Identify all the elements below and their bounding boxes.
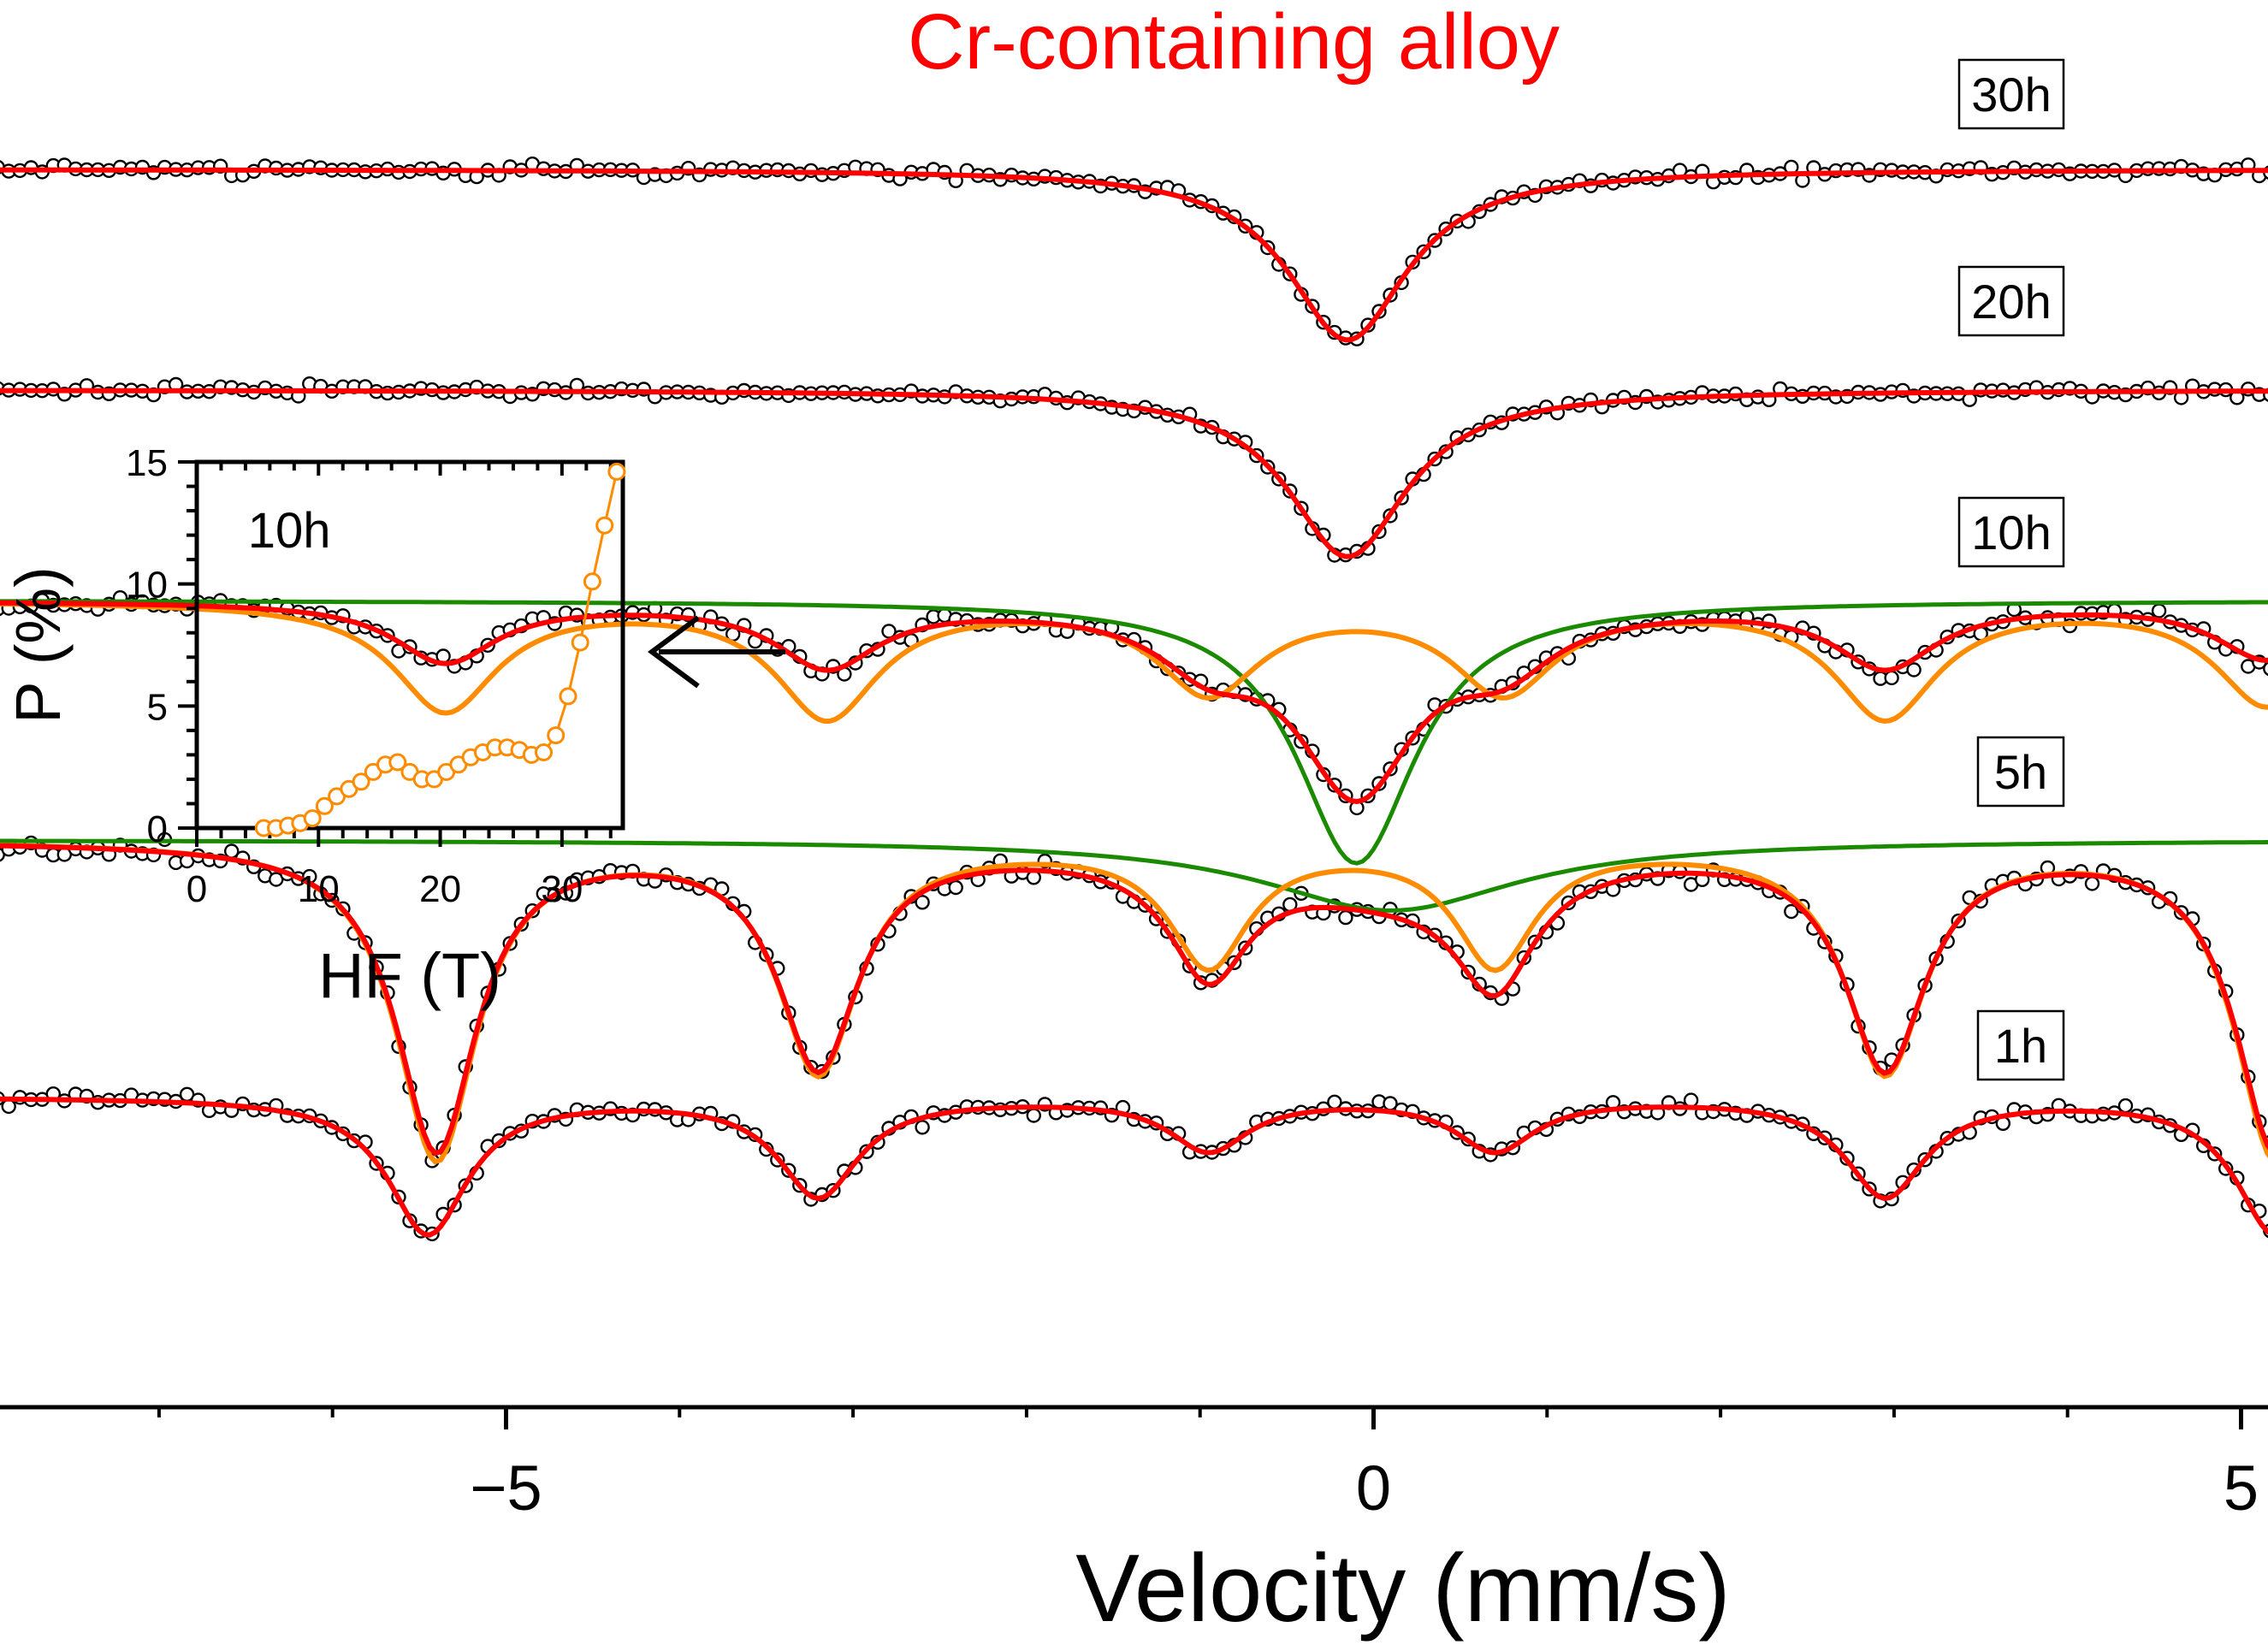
spectrum-label: 20h bbox=[1971, 275, 2051, 328]
spectrum-label: 10h bbox=[1971, 506, 2051, 559]
data-point bbox=[1683, 1092, 1699, 1108]
data-point bbox=[1, 1098, 16, 1115]
total-fit-line bbox=[0, 600, 2268, 805]
inset-data-point bbox=[547, 726, 566, 745]
inset-x-tick-label: 20 bbox=[419, 868, 461, 910]
spectrum-label: 5h bbox=[1994, 745, 2047, 799]
inset-data-point bbox=[352, 772, 370, 791]
inset-y-axis-title: P (%) bbox=[3, 566, 74, 724]
inset-data-point bbox=[559, 687, 577, 706]
inset-x-tick-label: 30 bbox=[541, 868, 583, 910]
data-point bbox=[2263, 661, 2268, 677]
total-fit-line bbox=[0, 843, 2268, 1157]
inset-y-tick-label: 15 bbox=[126, 442, 168, 484]
inset-data-point bbox=[388, 753, 407, 772]
inset-data-point bbox=[535, 743, 553, 761]
spectrum-20h: 20h bbox=[0, 265, 2268, 563]
inset-data-point bbox=[315, 796, 334, 815]
spectrum-label-box bbox=[1976, 1009, 2065, 1081]
inset-frame bbox=[194, 459, 625, 831]
data-point bbox=[1962, 392, 1977, 407]
data-point bbox=[1906, 662, 1922, 678]
hyperfine-distribution-inset: 0 10 20 30 0 5 10 15 HF (T) P (%) 10h bbox=[3, 442, 626, 1011]
data-point bbox=[1884, 670, 1899, 686]
inset-data-point bbox=[583, 572, 601, 591]
x-tick-label: 0 bbox=[1356, 1453, 1391, 1524]
inset-x-tick-label: 10 bbox=[298, 868, 340, 910]
chart-title: Cr-containing alloy bbox=[908, 0, 1560, 86]
data-point bbox=[948, 879, 963, 896]
velocity-axis-title: Velocity (mm/s) bbox=[1075, 1535, 1730, 1642]
total-fit-line bbox=[0, 1096, 2268, 1238]
inset-x-tick-label: 0 bbox=[187, 868, 207, 910]
data-point bbox=[915, 1120, 930, 1135]
spectrum-label-box bbox=[1976, 736, 2065, 808]
x-tick-label: −5 bbox=[470, 1453, 542, 1524]
spectrum-5h: 5h bbox=[0, 736, 2268, 1169]
spectrum-label-box bbox=[1957, 58, 2065, 130]
total-fit-line bbox=[0, 167, 2268, 343]
spectrum-label-box bbox=[1957, 265, 2065, 337]
inset-arrow bbox=[647, 615, 785, 689]
data-point bbox=[1026, 1108, 1042, 1123]
inset-x-axis-title: HF (T) bbox=[318, 940, 501, 1011]
spectrum-label-box bbox=[1957, 496, 2065, 568]
spectrum-10h: 10h bbox=[0, 496, 2268, 866]
inset-title: 10h bbox=[248, 503, 331, 559]
x-tick-label: 5 bbox=[2224, 1453, 2259, 1524]
inset-y-tick-label: 0 bbox=[147, 808, 168, 850]
inset-data-point bbox=[595, 516, 614, 535]
spectra-plot: 30h 20h 10h 5h 1h bbox=[0, 58, 2268, 1242]
inset-y-tick-label: 5 bbox=[147, 686, 168, 728]
data-point bbox=[2117, 1098, 2134, 1114]
sextet-fit-line bbox=[0, 601, 2268, 725]
inset-data-point bbox=[571, 633, 589, 652]
doublet-fit-line bbox=[0, 599, 2268, 866]
inset-y-tick-label: 10 bbox=[126, 565, 168, 607]
doublet-fit-line bbox=[0, 838, 2268, 913]
inset-data-point bbox=[303, 809, 322, 828]
spectrum-30h: 30h bbox=[0, 58, 2268, 346]
spectrum-label: 1h bbox=[1994, 1019, 2047, 1073]
spectrum-1h: 1h bbox=[0, 1009, 2268, 1242]
data-point bbox=[2151, 603, 2167, 618]
spectrum-label: 30h bbox=[1971, 68, 2051, 121]
total-fit-line bbox=[0, 388, 2268, 559]
data-point bbox=[915, 895, 930, 910]
velocity-axis: −10−50510 bbox=[0, 1405, 2268, 1524]
data-point bbox=[1338, 909, 1353, 926]
data-point bbox=[2084, 876, 2100, 891]
inset-data-point bbox=[607, 462, 626, 481]
